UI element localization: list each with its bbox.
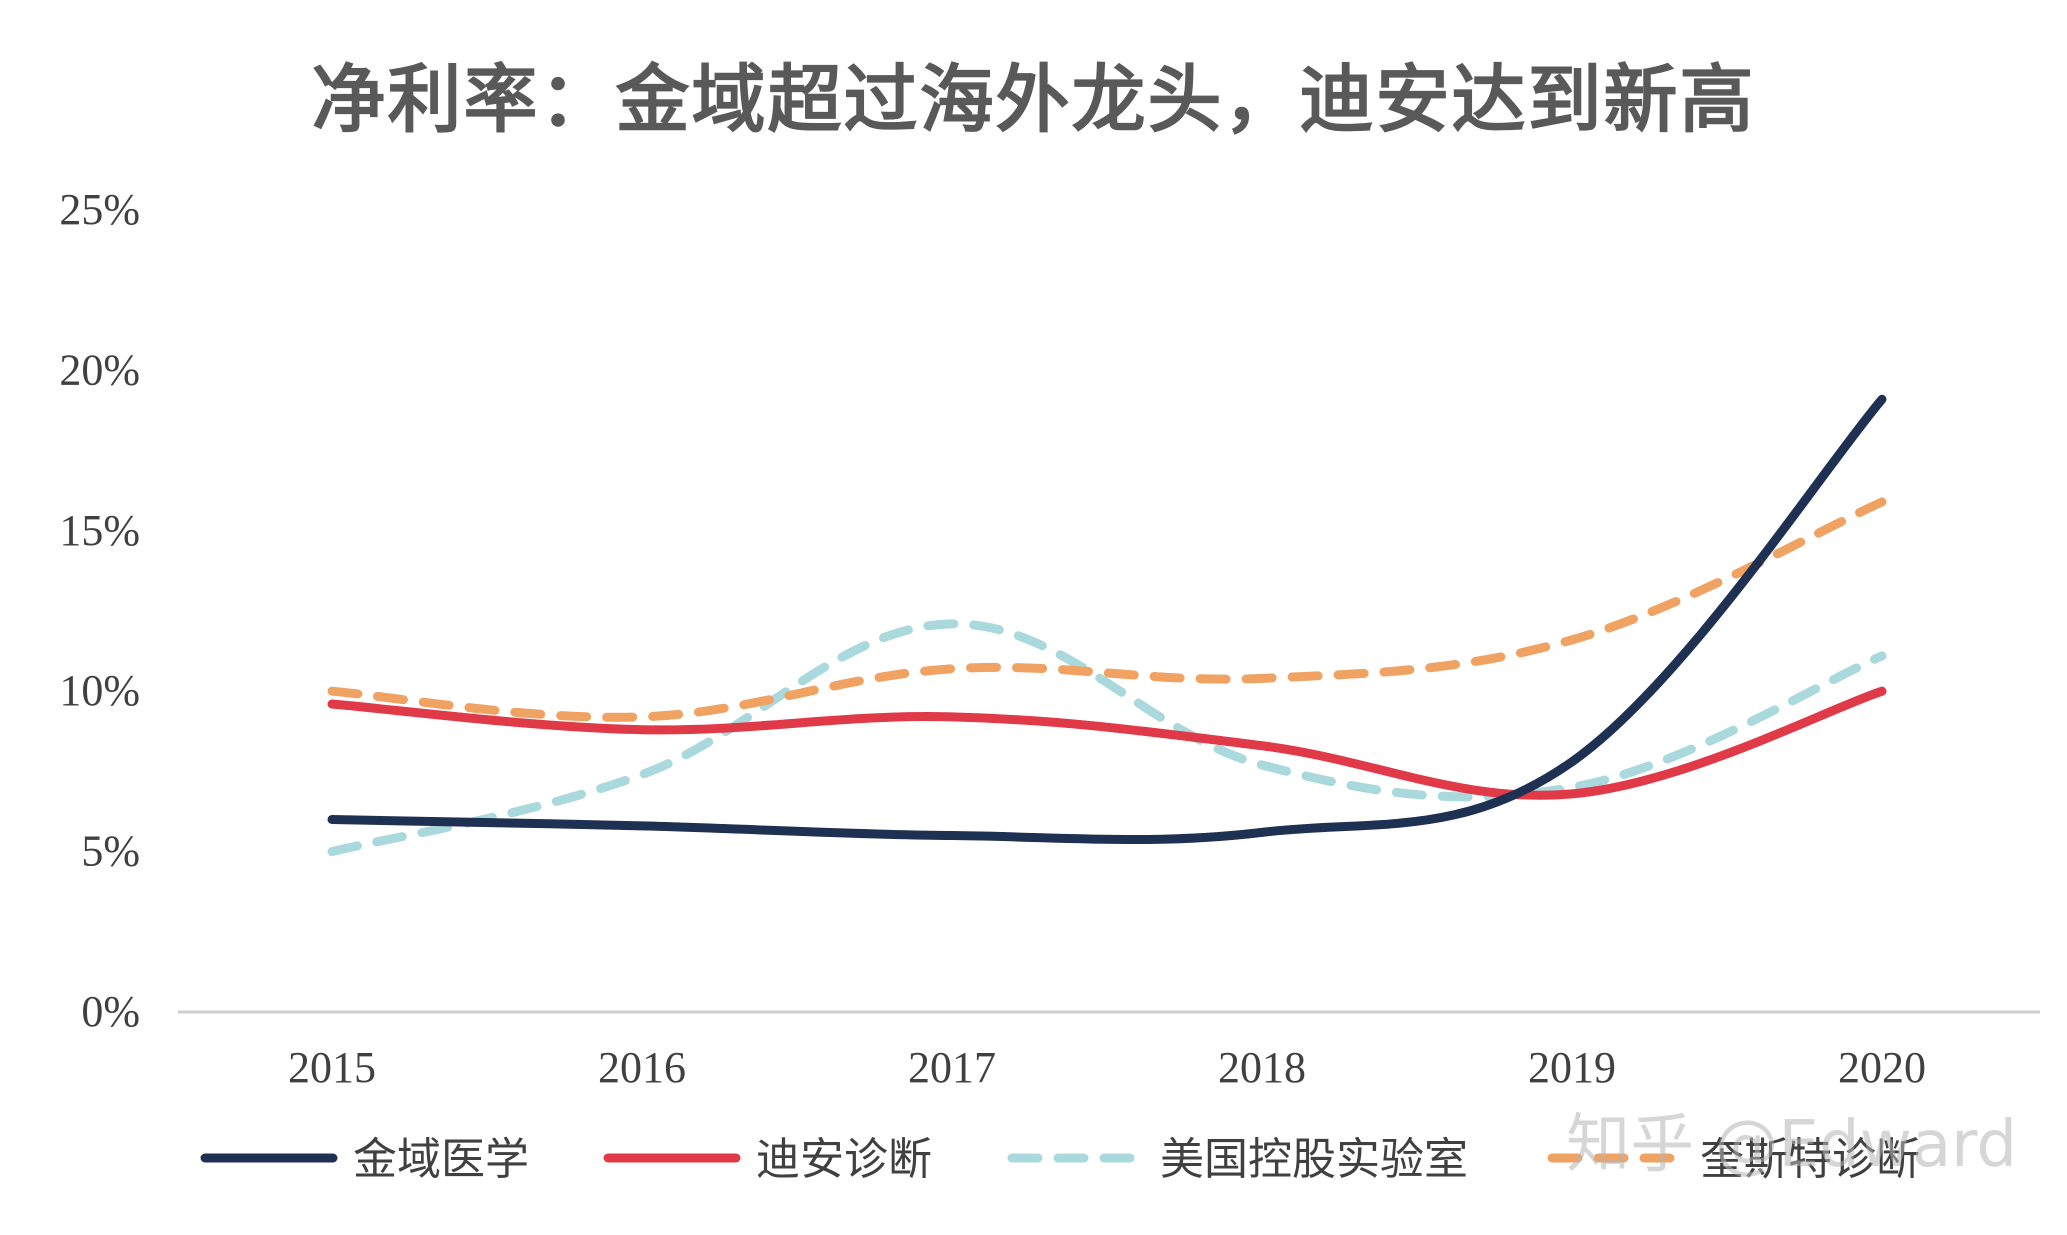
x-tick-label: 2015 xyxy=(288,1043,376,1092)
legend-label: 金域医学 xyxy=(353,1134,529,1185)
legend-label: 美国控股实验室 xyxy=(1160,1134,1468,1185)
x-tick-label: 2020 xyxy=(1838,1043,1926,1092)
y-tick-label: 0% xyxy=(81,987,140,1036)
y-tick-label: 25% xyxy=(59,185,140,234)
x-tick-label: 2017 xyxy=(908,1043,996,1092)
y-tick-label: 15% xyxy=(59,506,140,555)
legend-label: 迪安诊断 xyxy=(756,1134,932,1185)
x-tick-label: 2018 xyxy=(1218,1043,1306,1092)
x-tick-label: 2016 xyxy=(598,1043,686,1092)
series-line xyxy=(327,394,1887,845)
series-line xyxy=(327,619,1887,857)
y-tick-label: 5% xyxy=(81,827,140,876)
series-line xyxy=(327,686,1887,800)
series-line xyxy=(327,497,1887,722)
x-tick-label: 2019 xyxy=(1528,1043,1616,1092)
y-tick-label: 20% xyxy=(59,345,140,394)
y-tick-label: 10% xyxy=(59,666,140,715)
legend-label: 奎斯特诊断 xyxy=(1700,1134,1920,1185)
chart-title: 净利率：金域超过海外龙头，迪安达到新高 xyxy=(311,57,1756,143)
